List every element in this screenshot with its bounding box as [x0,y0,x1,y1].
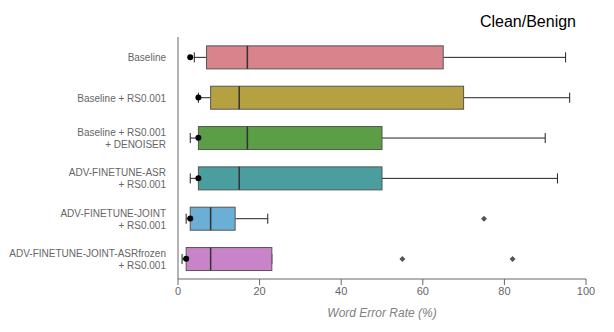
svg-text:20: 20 [253,285,265,297]
svg-text:Baseline + RS0.001+ DENOISER: Baseline + RS0.001+ DENOISER [77,127,166,150]
svg-text:Baseline: Baseline [128,52,167,63]
html-text:Clean/Benign: Clean/Benign [479,13,576,30]
svg-text:ADV-FINETUNE-ASR+ RS0.001: ADV-FINETUNE-ASR+ RS0.001 [69,167,167,190]
svg-text:80: 80 [498,285,510,297]
svg-text:ADV-FINETUNE-JOINT+ RS0.001: ADV-FINETUNE-JOINT+ RS0.001 [60,208,166,231]
svg-text:Word Error Rate (%): Word Error Rate (%) [327,306,436,320]
svg-text:0: 0 [175,285,181,297]
svg-text:60: 60 [417,285,429,297]
svg-text:Baseline + RS0.001: Baseline + RS0.001 [77,93,166,104]
svg-text:ADV-FINETUNE-JOINT-ASRfrozen+: ADV-FINETUNE-JOINT-ASRfrozen+ RS0.001 [9,248,166,271]
svg-text:40: 40 [335,285,347,297]
svg-text:100: 100 [577,285,595,297]
